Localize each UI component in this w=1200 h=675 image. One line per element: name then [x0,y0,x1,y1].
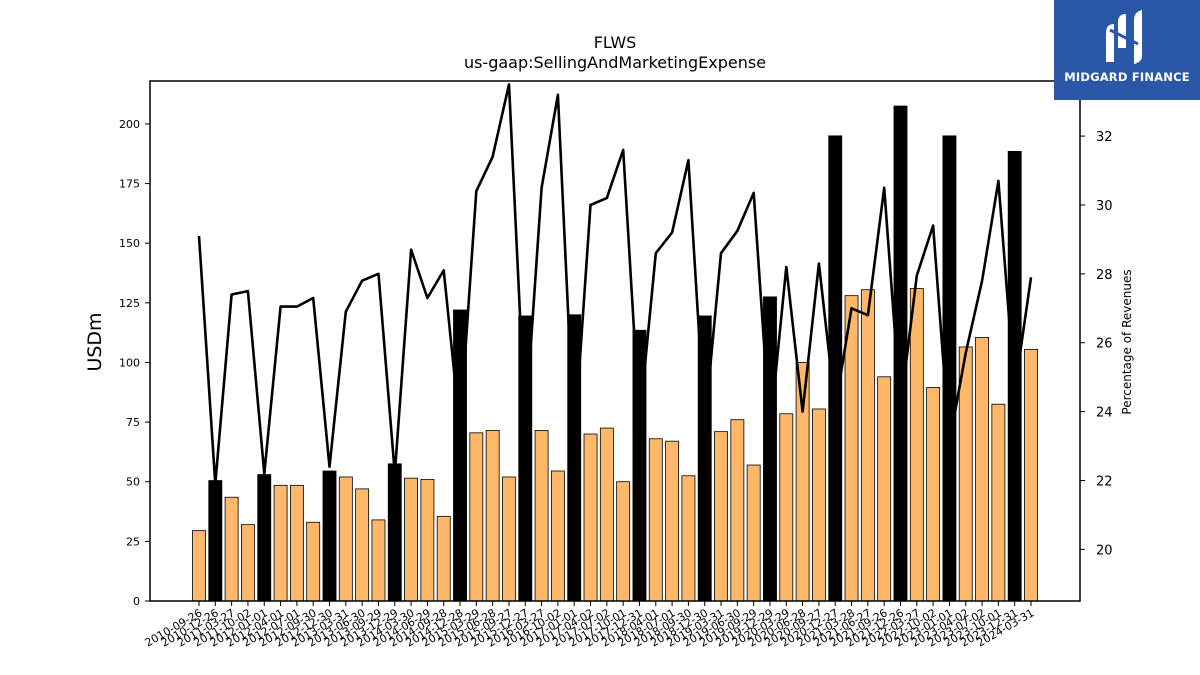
bar [665,440,680,602]
bar [648,438,663,602]
y-axis-label: USDm [84,312,106,371]
bar [550,470,565,602]
bar-highlight [257,474,272,602]
bar [241,524,255,602]
bar [355,488,370,602]
y-tick-label: 50 [126,476,140,489]
plot-frame [149,80,1081,602]
bar [371,519,386,602]
y-tick-label: 75 [126,416,140,429]
percentage-line [197,83,1033,486]
bar-highlight [763,296,777,602]
bar [746,464,761,602]
logo-text: MIDGARD FINANCE [1064,70,1190,84]
y2-axis-label: Percentage of Revenues [1120,269,1134,414]
bar [991,403,1006,602]
y2-tick-label: 32 [1096,130,1113,145]
y-tick-label: 100 [119,356,140,369]
y2-tick-label: 20 [1096,543,1113,558]
bar [306,521,321,602]
bar [860,289,875,602]
midgard-logo-icon [1106,10,1142,64]
y-axis-left: 0 25 50 75 100 125 150 175 200 [119,118,150,608]
bar [616,481,631,602]
y2-tick-label: 24 [1096,406,1113,421]
y-tick-label: 150 [119,237,140,250]
y2-tick-label: 28 [1096,268,1113,283]
x-axis: 2010-09-262010-12-262011-03-272011-10-02… [143,601,1037,650]
y-tick-label: 200 [119,118,140,131]
bar-highlight [208,480,223,602]
bar [811,408,826,602]
bar [583,433,598,602]
bar [338,476,353,602]
bar [779,413,794,602]
y2-tick-label: 30 [1096,199,1113,214]
bar [926,387,941,602]
brand-logo: MIDGARD FINANCE [1054,0,1200,100]
bar [420,478,435,602]
bar [877,376,892,602]
bar [1024,348,1038,602]
bar [909,288,924,602]
bar [975,337,989,602]
bar [795,362,810,602]
bar [469,432,484,602]
bar [404,477,419,602]
y-axis-right: 20 22 24 26 28 30 32 [1080,130,1113,558]
line-series [197,83,1033,486]
bar [436,515,451,602]
bar [485,430,500,602]
y-tick-label: 175 [119,178,140,191]
bar-highlight [322,470,337,602]
bar [730,419,745,602]
y2-tick-label: 22 [1096,474,1113,489]
bar-highlight [387,463,402,602]
bar [534,430,549,602]
bar [681,475,696,602]
bar [502,476,516,602]
chart-title: FLWS [594,33,637,52]
bar [714,431,728,602]
chart-subtitle: us-gaap:SellingAndMarketingExpense [464,53,766,72]
bar [599,427,614,602]
y-tick-label: 0 [133,595,140,608]
bar [192,530,206,602]
bar [273,484,288,602]
bar [224,496,239,602]
y2-tick-label: 26 [1096,337,1113,352]
bar [289,484,304,602]
y-tick-label: 25 [126,535,140,548]
y-tick-label: 125 [119,297,140,310]
